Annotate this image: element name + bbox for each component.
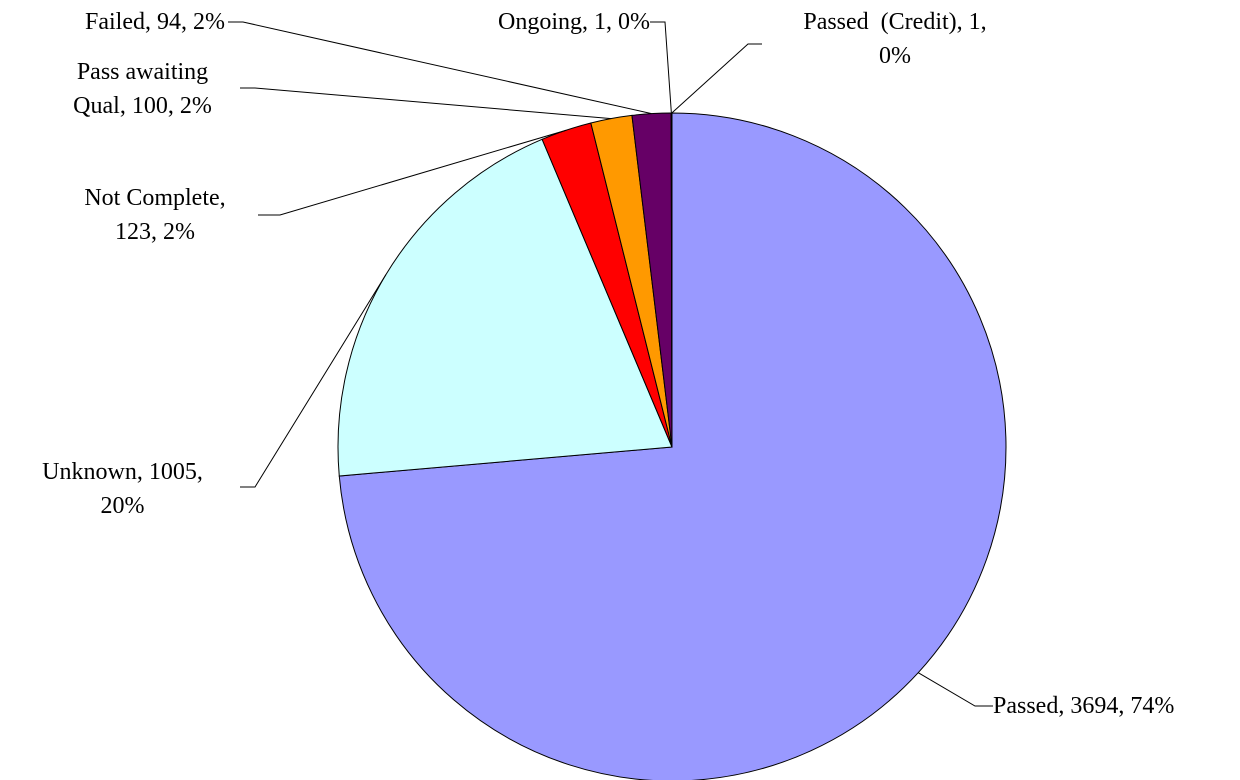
data-label: Passed, 3694, 74%: [993, 693, 1175, 719]
data-label: Ongoing, 1, 0%: [498, 9, 650, 35]
data-label: Unknown, 1005, 20%: [42, 459, 203, 519]
data-label: Pass awaiting Qual, 100, 2%: [73, 59, 212, 119]
leader-line: [240, 87, 612, 120]
data-label: Failed, 94, 2%: [85, 9, 225, 35]
leader-line: [917, 672, 993, 707]
leader-line: [228, 21, 652, 115]
pie-slice: [337, 138, 673, 477]
leader-line: [240, 274, 387, 488]
leader-line: [671, 43, 762, 114]
data-label: Not Complete, 123, 2%: [84, 185, 226, 245]
leader-line: [258, 129, 567, 216]
leader-line: [650, 21, 672, 114]
data-label: Passed (Credit), 1, 0%: [803, 9, 987, 69]
